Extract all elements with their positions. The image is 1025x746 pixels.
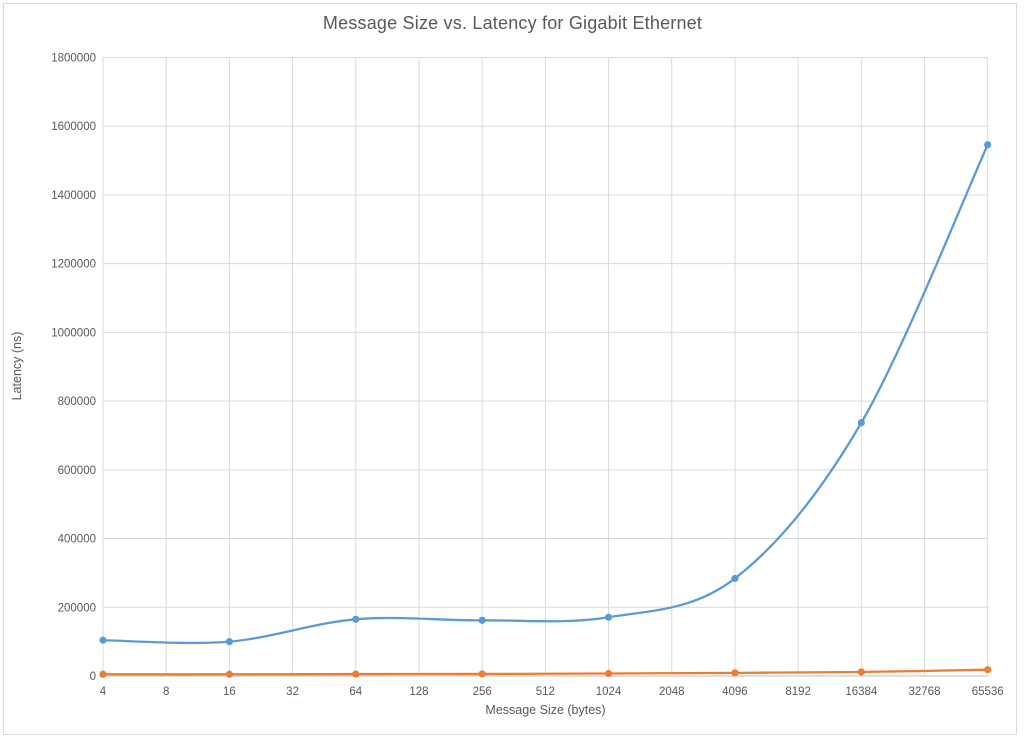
x-tick-label: 16384	[845, 686, 878, 698]
x-tick-label: 65536	[972, 686, 1004, 698]
x-tick-label: 2048	[659, 686, 685, 698]
series-1-blue-marker	[225, 638, 233, 646]
x-tick-label: 4096	[722, 686, 748, 698]
x-tick-label: 32	[286, 686, 299, 698]
series-1-blue-marker	[731, 574, 739, 583]
y-tick-label: 1600000	[51, 121, 96, 133]
series-1-blue-marker	[857, 419, 865, 427]
series-2-orange-marker	[857, 668, 865, 676]
y-tick-label: 0	[90, 671, 96, 683]
chart-border	[3, 3, 1017, 735]
y-tick-label: 400000	[58, 534, 96, 546]
series-1-blue-marker	[99, 636, 107, 644]
series-2-orange-marker	[731, 669, 739, 677]
x-tick-label: 4	[100, 686, 107, 698]
series-1-blue-marker	[604, 613, 613, 621]
series-1-blue-marker	[478, 616, 486, 624]
x-tick-label: 1024	[596, 686, 622, 698]
x-tick-label: 256	[473, 686, 492, 698]
series-2-orange-marker	[478, 670, 486, 678]
series-2-orange-line	[101, 668, 989, 676]
series-2-orange-marker	[604, 669, 613, 678]
x-tick-label: 512	[536, 686, 555, 698]
x-tick-label: 8	[163, 686, 169, 698]
chart-title: Message Size vs. Latency for Gigabit Eth…	[322, 13, 703, 33]
y-tick-label: 1000000	[51, 327, 96, 339]
series-2-orange-marker	[352, 670, 360, 678]
y-tick-label: 1400000	[51, 190, 96, 202]
y-tick-label: 600000	[58, 465, 96, 477]
x-tick-label: 128	[409, 686, 428, 698]
y-tick-label: 200000	[58, 602, 96, 614]
series-1-blue-marker	[984, 141, 992, 149]
series-1-blue-line	[101, 143, 989, 645]
x-tick-label: 64	[349, 686, 362, 698]
series-2-orange-marker	[984, 666, 992, 674]
x-tick-label: 16	[223, 686, 236, 698]
y-tick-label: 1200000	[51, 259, 96, 271]
x-axis-title: Message Size (bytes)	[485, 703, 606, 717]
x-tick-label: 32768	[909, 686, 941, 698]
series-2-orange-marker	[225, 670, 233, 678]
y-axis-title: Latency (ns)	[10, 331, 24, 401]
y-tick-label: 800000	[58, 396, 96, 408]
x-tick-label: 8192	[785, 686, 811, 698]
y-tick-label: 1800000	[51, 53, 96, 65]
series-2-orange-marker	[99, 670, 107, 678]
series-1-blue-marker	[352, 615, 360, 623]
